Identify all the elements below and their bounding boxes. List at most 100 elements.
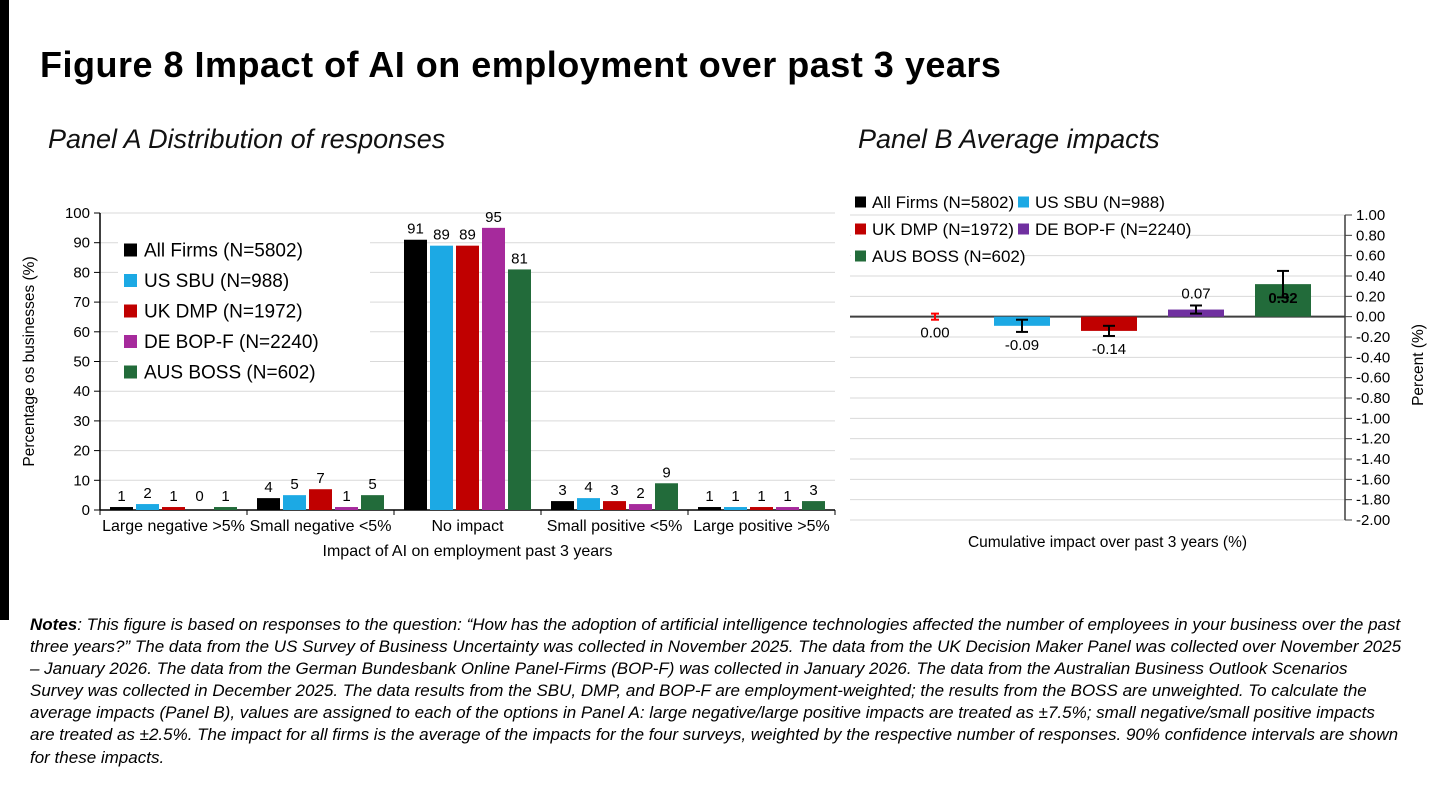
y-tick-label: -0.60 [1356,370,1390,387]
panel-b-chart: 1.00 0.80 0.60 0.40 0.20 0.00 -0.20 -0.40 -0.60 -… [850,191,1427,551]
y-tick-label: -0.80 [1356,390,1390,407]
bar-value-label: -0.09 [1005,337,1039,354]
bar-value-label: 1 [705,488,713,505]
bar-value-label: 4 [584,479,592,496]
legend-item-background [851,218,1023,240]
bar [361,495,384,510]
bar-value-label: 95 [485,209,502,226]
bar-value-label: 1 [731,488,739,505]
y-axis-title: Percentage os businesses (%) [21,256,38,466]
bar [629,504,652,510]
bar [136,504,159,510]
legend-item-background [1014,218,1186,240]
bar [456,245,479,511]
legend-label: All Firms (N=5802) [872,193,1014,212]
y-tick-label: 0.00 [1356,309,1385,326]
legend-marker [1018,196,1029,208]
legend-label: US SBU (N=988) [144,271,289,292]
bar-value-label: 4 [264,479,272,496]
y-tick-label: 20 [73,443,90,460]
y-tick-label: -1.80 [1356,492,1390,509]
legend-item-background [851,245,1023,267]
notes-body: : This figure is based on responses to t… [30,615,1402,767]
bar [309,489,332,510]
y-tick-label: -1.40 [1356,451,1390,468]
bar [214,507,237,510]
bar-value-label: 0 [195,488,203,505]
legend-label: AUS BOSS (N=602) [144,363,316,384]
bar [162,507,185,510]
category-label: Small negative <5% [250,518,392,535]
left-edge-bar [0,0,9,620]
bar [750,507,773,510]
y-tick-label: 50 [73,354,90,371]
legend-label: UK DMP (N=1972) [872,220,1014,239]
panel-b-subtitle: Panel B Average impacts [858,124,1160,154]
bar [430,245,453,511]
panel-a-subtitle: Panel A Distribution of responses [48,124,446,154]
y-tick-label: 0.20 [1356,288,1385,305]
bar [577,498,600,510]
bar-value-label: 1 [757,488,765,505]
bar [404,239,427,511]
bar [482,227,505,510]
legend-label: UK DMP (N=1972) [144,302,303,323]
bar [603,501,626,510]
category-label: Large positive >5% [693,518,830,535]
bar-value-label: 89 [459,227,476,244]
y-tick-label: 1.00 [1356,207,1385,224]
legend-marker [1018,223,1029,235]
legend-marker [855,223,866,235]
legend-label: DE BOP-F (N=2240) [144,332,319,353]
figure-title: Figure 8 Impact of AI on employment over… [40,44,1002,85]
bar-value-label: 0.00 [920,325,949,342]
x-axis-title: Impact of AI on employment past 3 years [323,543,613,560]
y-tick-label: 100 [65,205,90,222]
y-tick-label: 30 [73,413,90,430]
legend-item-background [1014,191,1186,213]
y-tick-label: 0 [82,502,90,519]
bar-value-label: 1 [221,488,229,505]
bar-value-label: 3 [558,482,566,499]
y-tick-label: 70 [73,294,90,311]
bar-value-label: 3 [809,482,817,499]
x-axis-title: Cumulative impact over past 3 years (%) [968,534,1247,551]
legend-marker [124,365,137,379]
bar-value-label: -0.14 [1092,341,1126,358]
bar-value-label: 81 [511,250,528,267]
bar [802,501,825,510]
bar-value-label: 1 [342,488,350,505]
category-label: No impact [431,518,504,535]
legend-label: All Firms (N=5802) [144,241,303,262]
legend-marker [124,304,137,318]
bar-value-label: 2 [636,485,644,502]
legend-marker [124,274,137,287]
bar-value-label: 0.32 [1268,290,1297,307]
bar [508,269,531,510]
y-tick-label: 0.60 [1356,248,1385,265]
bar [776,507,799,510]
bar [283,495,306,510]
bar [551,501,574,510]
legend-background [118,235,370,387]
y-tick-label: -1.20 [1356,431,1390,448]
legend-label: DE BOP-F (N=2240) [1035,220,1191,239]
legend-marker [855,250,866,262]
y-tick-label: 60 [73,324,90,341]
bar-value-label: 2 [143,485,151,502]
legend-marker [855,196,866,208]
bar-value-label: 1 [169,488,177,505]
bar-value-label: 0.07 [1181,285,1210,302]
y-tick-label: 10 [73,472,90,489]
y-tick-label: 40 [73,383,90,400]
category-label: Small positive <5% [547,518,683,535]
legend-label: AUS BOSS (N=602) [872,247,1026,266]
bar [257,498,280,510]
bar [1081,316,1137,331]
y-tick-label: -0.40 [1356,349,1390,366]
bar-value-label: 91 [407,221,424,238]
y-tick-label: 0.40 [1356,268,1385,285]
legend-item-background [851,191,1023,213]
